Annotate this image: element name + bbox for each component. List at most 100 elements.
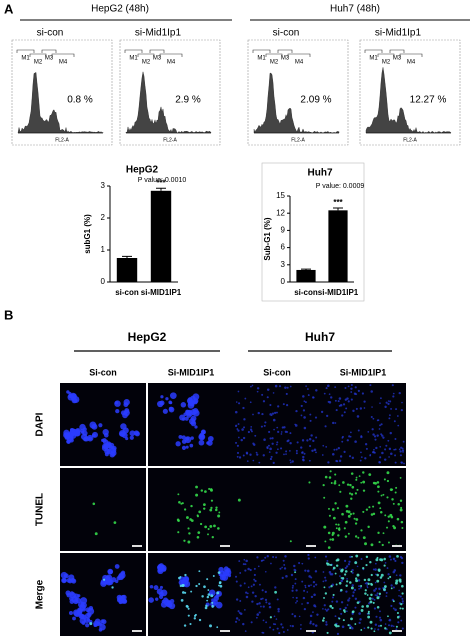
- scale-bar: [220, 630, 230, 632]
- cell: [75, 429, 81, 434]
- cell: [336, 632, 340, 636]
- cell: [330, 481, 333, 484]
- micrograph: [320, 553, 406, 636]
- cell: [355, 407, 358, 410]
- cell: [275, 618, 278, 620]
- cell: [169, 401, 173, 405]
- cell: [289, 450, 291, 452]
- cell: [344, 520, 348, 524]
- cell: [269, 437, 272, 440]
- cell: [396, 615, 400, 619]
- cell: [362, 510, 365, 513]
- cell: [204, 490, 207, 493]
- cell: [207, 527, 210, 531]
- cell: [350, 497, 353, 500]
- panel-label: si-Mid1Ip1: [375, 28, 422, 39]
- cell: [272, 461, 275, 464]
- cell: [204, 525, 208, 529]
- cell: [401, 597, 404, 600]
- cell: [247, 430, 251, 434]
- cell: [280, 447, 283, 450]
- cell: [289, 385, 292, 388]
- cell: [378, 592, 382, 595]
- cell: [346, 397, 349, 400]
- cell: [371, 428, 374, 431]
- cell: [72, 616, 76, 621]
- cell: [157, 400, 164, 408]
- cell: [393, 569, 397, 572]
- gate-label: M3: [153, 56, 162, 62]
- cell: [340, 579, 344, 583]
- cell: [109, 451, 116, 458]
- micrograph: [234, 553, 320, 636]
- cell: [401, 561, 404, 565]
- cell: [364, 589, 367, 592]
- cell: [341, 577, 345, 580]
- cell: [387, 577, 390, 580]
- cell: [256, 453, 259, 456]
- cell: [263, 424, 266, 427]
- cell: [81, 607, 86, 612]
- gate-label: M3: [281, 56, 290, 62]
- cell: [354, 597, 358, 600]
- cell: [349, 581, 352, 584]
- cell: [399, 454, 402, 457]
- panel-label: si-Mid1Ip1: [135, 28, 182, 39]
- cell: [89, 421, 97, 429]
- cell: [322, 617, 325, 620]
- cell: [401, 447, 404, 450]
- cell: [381, 543, 384, 547]
- cell: [269, 457, 273, 461]
- cell: [185, 445, 189, 449]
- cell: [340, 601, 344, 604]
- cell: [313, 593, 316, 597]
- cell: [212, 574, 215, 577]
- gate-label: M1: [257, 56, 266, 62]
- cell: [277, 430, 280, 433]
- histogram: [17, 72, 104, 134]
- cell: [267, 444, 270, 447]
- cell: [242, 406, 245, 410]
- cell: [210, 506, 213, 509]
- cell: [314, 416, 318, 419]
- cell: [400, 408, 403, 412]
- cell: [307, 557, 310, 560]
- cell: [261, 393, 264, 396]
- cell: [217, 514, 221, 518]
- cell: [165, 397, 169, 401]
- cell: [235, 575, 238, 578]
- cell: [325, 446, 328, 448]
- cell: [392, 586, 395, 589]
- cell: [369, 620, 373, 624]
- cell: [314, 570, 318, 573]
- cell: [149, 584, 154, 589]
- cell: [400, 556, 404, 560]
- cell: [335, 527, 338, 530]
- cell: [66, 439, 71, 445]
- cell: [311, 396, 315, 399]
- cell: [346, 604, 349, 606]
- cell: [401, 607, 404, 610]
- cell: [350, 493, 354, 496]
- group-title: Huh7 (48h): [330, 4, 380, 15]
- cell: [341, 437, 344, 439]
- cell: [327, 608, 330, 611]
- cell: [367, 626, 370, 629]
- cell: [177, 519, 180, 522]
- cell: [265, 601, 268, 604]
- cell: [327, 531, 331, 535]
- gate: [265, 53, 283, 57]
- cell: [262, 605, 265, 608]
- cell: [395, 579, 399, 583]
- cell: [368, 473, 372, 476]
- cell: [327, 546, 331, 549]
- cell: [400, 461, 404, 464]
- cell: [102, 578, 106, 581]
- micrograph: [148, 383, 234, 466]
- micrograph: [320, 468, 406, 551]
- cell: [186, 605, 189, 609]
- cell: [300, 624, 302, 626]
- cell: [356, 488, 359, 491]
- cell: [314, 556, 317, 559]
- gate: [124, 49, 143, 53]
